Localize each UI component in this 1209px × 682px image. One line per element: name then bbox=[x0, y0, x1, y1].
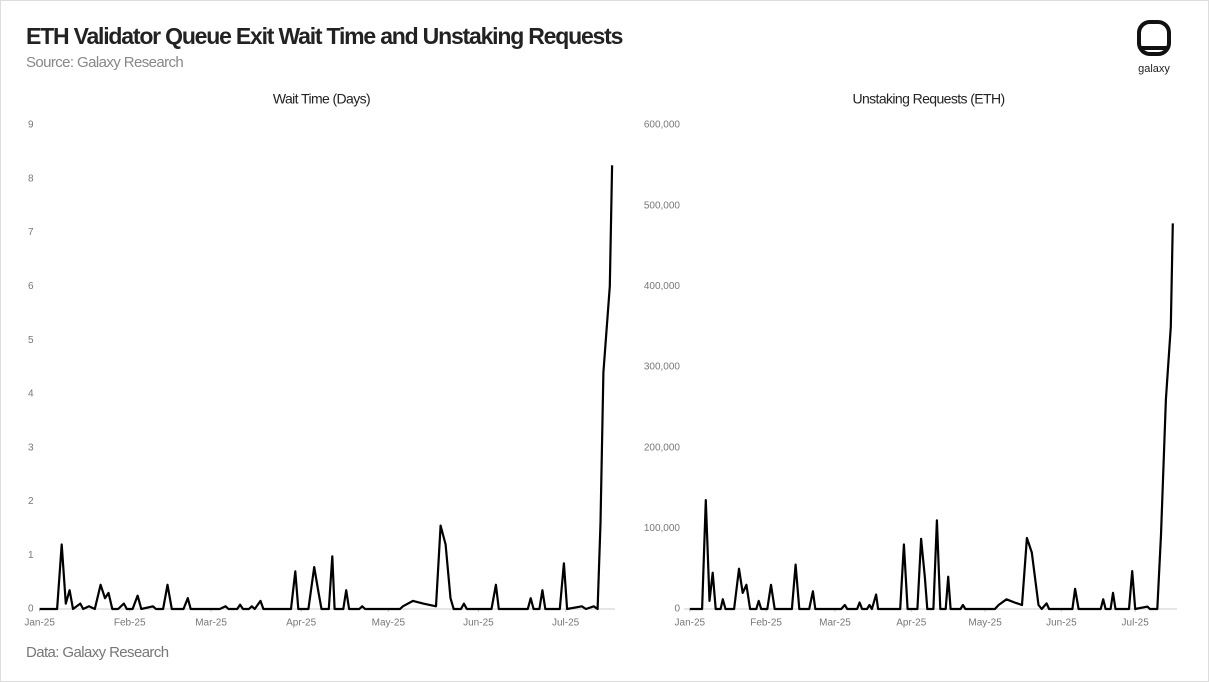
y-tick-label: 3 bbox=[28, 442, 34, 453]
x-tick-label: May-25 bbox=[372, 618, 406, 629]
y-tick-label: 8 bbox=[28, 173, 34, 184]
x-tick-label: Mar-25 bbox=[819, 618, 851, 629]
data-line bbox=[689, 223, 1174, 611]
y-tick-label: 4 bbox=[28, 389, 34, 400]
y-tick-label: 600,000 bbox=[644, 120, 681, 131]
data-line bbox=[39, 165, 614, 611]
y-tick-label: 2 bbox=[28, 496, 34, 507]
x-tick-label: Jul-25 bbox=[552, 618, 580, 629]
y-tick-label: 500,000 bbox=[644, 200, 681, 211]
y-tick-label: 1 bbox=[28, 550, 34, 561]
x-tick-label: Mar-25 bbox=[195, 618, 227, 629]
x-tick-label: Jun-25 bbox=[463, 618, 494, 629]
x-tick-label: Feb-25 bbox=[750, 618, 782, 629]
logo-icon bbox=[1137, 20, 1171, 56]
y-tick-label: 300,000 bbox=[644, 362, 681, 373]
y-tick-label: 100,000 bbox=[644, 523, 681, 534]
x-tick-label: Jan-25 bbox=[675, 618, 706, 629]
chart-title: Unstaking Requests (ETH) bbox=[852, 91, 1004, 107]
x-tick-label: Apr-25 bbox=[896, 618, 926, 629]
x-tick-label: Jan-25 bbox=[24, 618, 55, 629]
y-tick-label: 200,000 bbox=[644, 442, 681, 453]
y-tick-label: 9 bbox=[28, 120, 34, 131]
y-tick-label: 5 bbox=[28, 335, 34, 346]
y-tick-label: 7 bbox=[28, 227, 34, 238]
y-tick-label: 0 bbox=[28, 604, 34, 615]
page-title: ETH Validator Queue Exit Wait Time and U… bbox=[26, 23, 623, 49]
logo-text: galaxy bbox=[1138, 63, 1170, 75]
x-tick-label: May-25 bbox=[968, 618, 1002, 629]
footer: Data: Galaxy Research bbox=[26, 644, 169, 661]
x-tick-label: Feb-25 bbox=[114, 618, 146, 629]
y-tick-label: 400,000 bbox=[644, 281, 681, 292]
x-tick-label: Jul-25 bbox=[1122, 618, 1150, 629]
x-tick-label: Apr-25 bbox=[286, 618, 316, 629]
subtitle: Source: Galaxy Research bbox=[26, 54, 183, 71]
y-tick-label: 0 bbox=[674, 604, 680, 615]
x-tick-label: Jun-25 bbox=[1046, 618, 1077, 629]
chart-title: Wait Time (Days) bbox=[273, 91, 370, 107]
y-tick-label: 6 bbox=[28, 281, 34, 292]
